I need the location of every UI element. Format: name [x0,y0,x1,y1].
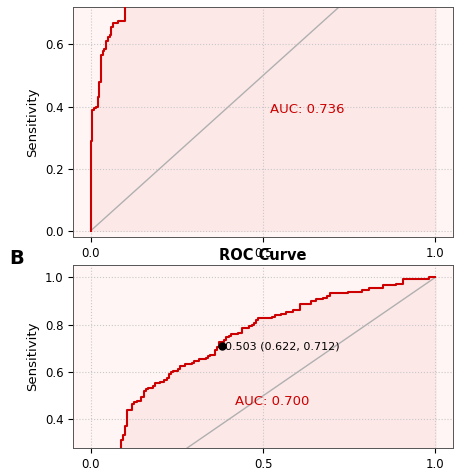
Text: B: B [9,249,24,268]
Title: ROC Curve: ROC Curve [219,248,307,263]
Text: AUC: 0.736: AUC: 0.736 [270,103,345,116]
Y-axis label: Sensitivity: Sensitivity [27,322,39,392]
X-axis label: 1-Specificity: 1-Specificity [222,265,304,278]
Text: AUC: 0.700: AUC: 0.700 [236,395,310,408]
Text: 0.503 (0.622, 0.712): 0.503 (0.622, 0.712) [225,342,340,352]
Y-axis label: Sensitivity: Sensitivity [27,87,39,157]
